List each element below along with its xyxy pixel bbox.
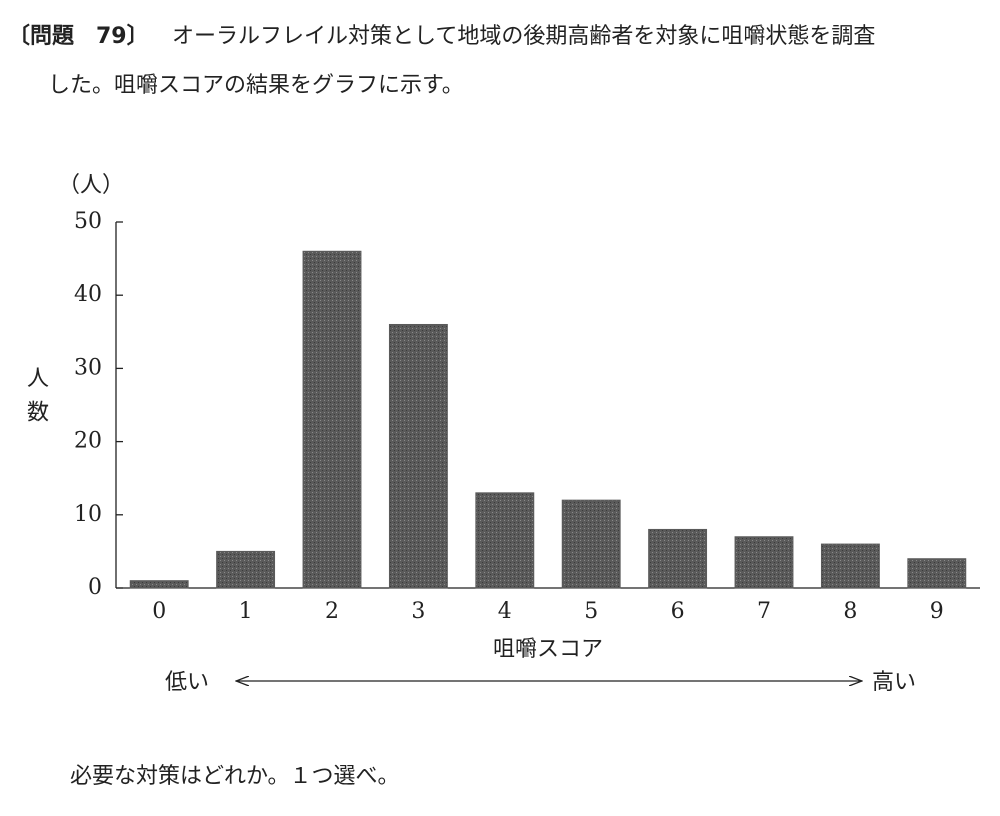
x-tick-label: 7 — [757, 599, 771, 624]
chart: 0 10 20 30 40 50 0 1 2 3 4 5 6 7 8 9 — [74, 209, 980, 624]
bar — [820, 543, 880, 589]
bar — [648, 528, 708, 589]
bar — [734, 536, 794, 589]
x-tick-label: 3 — [411, 599, 425, 624]
y-tick-label: 40 — [74, 282, 102, 307]
low-label: 低い — [165, 670, 209, 695]
y-tick-label: 10 — [74, 502, 102, 527]
question-prompt: 必要な対策はどれか。１つ選べ。 — [70, 764, 400, 789]
x-tick-label: 9 — [930, 599, 944, 624]
y-tick-label: 30 — [74, 355, 102, 380]
y-tick-label: 0 — [88, 575, 102, 600]
bar — [475, 492, 535, 589]
x-axis-title: 咀嚼スコア — [493, 637, 603, 662]
x-tick-label: 6 — [671, 599, 685, 624]
x-tick-label: 0 — [152, 599, 166, 624]
bar — [388, 323, 448, 589]
x-tick-label: 8 — [843, 599, 857, 624]
y-axis-title: 人数 — [23, 366, 49, 434]
x-tick-label: 4 — [498, 599, 512, 624]
question-heading: 〔問題 79〕 — [8, 24, 149, 49]
bar — [907, 558, 967, 589]
x-tick-label: 2 — [325, 599, 339, 624]
x-tick-label: 1 — [239, 599, 253, 624]
bar — [561, 499, 621, 589]
bar — [129, 580, 189, 589]
high-label: 高い — [872, 670, 916, 695]
y-unit: （人） — [58, 173, 124, 198]
bar — [302, 250, 362, 589]
x-tick-label: 5 — [584, 599, 598, 624]
question-stem: オーラルフレイル対策として地域の後期高齢者を対象に咀嚼状態を調査 — [172, 24, 875, 49]
bar — [216, 550, 276, 589]
y-tick-label: 50 — [74, 209, 102, 234]
question-stem: した。咀嚼スコアの結果をグラフに示す。 — [48, 73, 464, 98]
y-tick-label: 20 — [74, 429, 102, 454]
